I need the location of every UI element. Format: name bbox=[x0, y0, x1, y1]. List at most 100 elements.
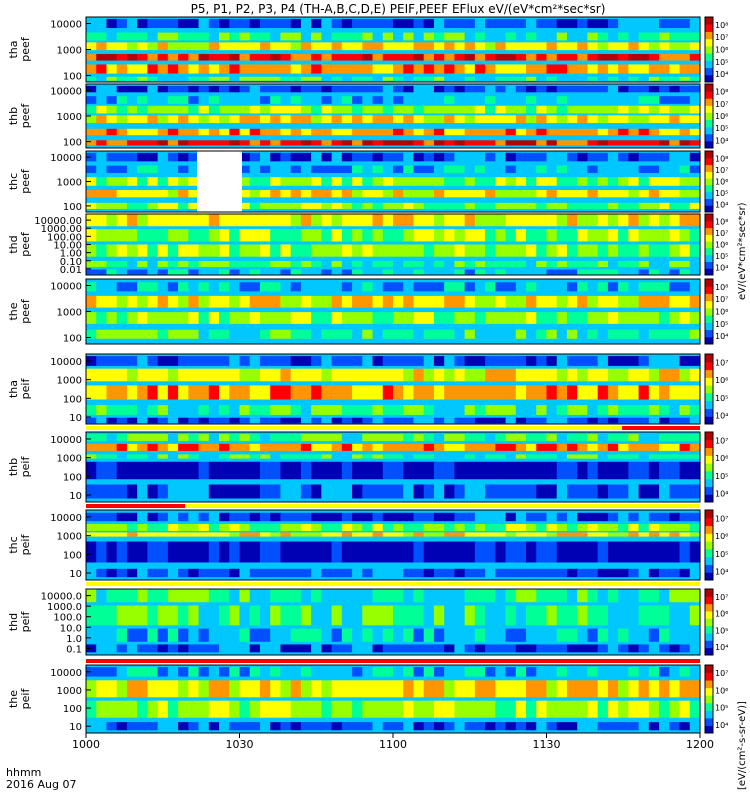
spectrogram-cell bbox=[280, 568, 292, 578]
y-tick-label: 100.00 bbox=[47, 232, 82, 243]
spectrogram-cell bbox=[393, 260, 404, 268]
spectrogram-cell bbox=[382, 140, 394, 146]
spectrogram-cell bbox=[126, 165, 138, 173]
spectrogram-cell bbox=[321, 152, 333, 162]
spectrogram-cell bbox=[321, 64, 333, 74]
spectrogram-cell bbox=[638, 454, 650, 459]
spectrogram-cell bbox=[249, 628, 261, 642]
spectrogram-cell bbox=[669, 461, 681, 480]
spectrogram-cell bbox=[259, 76, 271, 81]
spectrogram-cell bbox=[290, 140, 302, 146]
spectrogram-cell bbox=[464, 417, 476, 424]
spectrogram-cell bbox=[259, 484, 271, 499]
spectrogram-cell bbox=[495, 405, 507, 415]
spectrogram-cell bbox=[648, 140, 660, 146]
spectrogram-cell bbox=[96, 32, 108, 41]
colorbar-swatch bbox=[705, 261, 713, 269]
spectrogram-cell bbox=[147, 484, 159, 499]
spectrogram-cell bbox=[157, 524, 169, 531]
spectrogram-cell bbox=[689, 152, 701, 162]
spectrogram-cell bbox=[433, 312, 445, 324]
spectrogram-cell bbox=[648, 667, 660, 677]
spectrogram-cell bbox=[362, 32, 374, 41]
spectrogram-cell bbox=[587, 356, 599, 366]
spectrogram-cell bbox=[444, 722, 455, 731]
spectrogram-cell bbox=[413, 202, 425, 209]
spectrogram-cell bbox=[423, 229, 435, 242]
spectrogram-cell bbox=[587, 368, 599, 382]
spectrogram-cell bbox=[167, 644, 179, 653]
spectrogram-cell bbox=[607, 356, 619, 366]
spectrogram-cell bbox=[362, 356, 374, 366]
spectrogram-cell bbox=[597, 589, 609, 603]
spectrogram-cell bbox=[290, 385, 302, 400]
spectrogram-cell bbox=[546, 202, 558, 209]
spectrogram-cell bbox=[147, 190, 159, 198]
spectrogram-cell bbox=[628, 628, 640, 642]
colorbar-tick-label: 10⁵ bbox=[715, 626, 728, 635]
spectrogram-cell bbox=[259, 680, 271, 698]
spectrogram-cell bbox=[167, 229, 179, 242]
spectrogram-cell bbox=[679, 18, 691, 29]
spectrogram-cell bbox=[628, 385, 640, 400]
spectrogram-cell bbox=[321, 42, 333, 51]
spectrogram-cell bbox=[495, 54, 507, 61]
spectrogram-cell bbox=[219, 443, 230, 451]
spectrogram-cell bbox=[413, 32, 425, 41]
spectrogram-cell bbox=[464, 152, 476, 162]
spectrogram-cell bbox=[474, 443, 486, 451]
spectrogram-cell bbox=[638, 524, 650, 531]
spectrogram-cell bbox=[464, 202, 476, 209]
spectrogram-cell bbox=[249, 417, 261, 424]
spectrogram-cell bbox=[116, 589, 128, 603]
spectrogram-cell bbox=[556, 461, 568, 480]
spectrogram-cell bbox=[321, 54, 333, 61]
spectrogram-cell bbox=[515, 96, 527, 104]
spectrogram-cell bbox=[515, 312, 527, 324]
spectrogram-cell bbox=[577, 405, 589, 415]
spectrogram-cell bbox=[393, 722, 404, 731]
spectrogram-cell bbox=[597, 140, 609, 146]
spectrogram-cell bbox=[259, 644, 271, 653]
spectrogram-cell bbox=[372, 105, 384, 114]
spectrogram-cell bbox=[188, 722, 200, 731]
spectrogram-cell bbox=[587, 190, 599, 198]
spectrogram-cell bbox=[474, 140, 486, 146]
spectrogram-cell bbox=[546, 722, 558, 731]
spectrogram-cell bbox=[423, 484, 435, 499]
spectrogram-cell bbox=[618, 54, 629, 61]
spectrogram-cell bbox=[546, 269, 558, 275]
spectrogram-cell bbox=[546, 105, 558, 114]
colorbar-tick-label: 10⁵ bbox=[715, 472, 728, 481]
spectrogram-cell bbox=[444, 269, 455, 275]
spectrogram-cell bbox=[546, 165, 558, 173]
spectrogram-cell bbox=[208, 484, 220, 499]
spectrogram-cell bbox=[178, 680, 189, 698]
spectrogram-cell bbox=[86, 190, 97, 198]
spectrogram-cell bbox=[638, 76, 650, 81]
spectrogram-cell bbox=[331, 96, 343, 104]
spectrogram-cell bbox=[587, 214, 599, 227]
spectrogram-cell bbox=[290, 18, 302, 29]
spectrogram-cell bbox=[403, 214, 415, 227]
spectrogram-cell bbox=[249, 722, 261, 731]
spectrogram-cell bbox=[618, 128, 629, 136]
spectrogram-cell bbox=[679, 628, 691, 642]
spectrogram-cell bbox=[249, 190, 261, 198]
spectrogram-cell bbox=[259, 64, 271, 74]
spectrogram-cell bbox=[280, 244, 292, 257]
spectrogram-cell bbox=[362, 96, 374, 104]
spectrogram-cell bbox=[167, 96, 179, 104]
colorbar-frame bbox=[704, 588, 714, 656]
spectrogram-cell bbox=[290, 532, 302, 537]
spectrogram-cell bbox=[157, 32, 169, 41]
spectrogram-cell bbox=[659, 368, 670, 382]
spectrogram-cell bbox=[628, 165, 640, 173]
spectrogram-cell bbox=[341, 244, 353, 257]
spectrogram-cell bbox=[628, 605, 640, 626]
spectrogram-cell bbox=[546, 260, 558, 268]
spectrogram-cell bbox=[638, 96, 650, 104]
spectrogram-cell bbox=[577, 385, 589, 400]
spectrogram-cell bbox=[474, 282, 486, 292]
spectrogram-cell bbox=[331, 417, 343, 424]
